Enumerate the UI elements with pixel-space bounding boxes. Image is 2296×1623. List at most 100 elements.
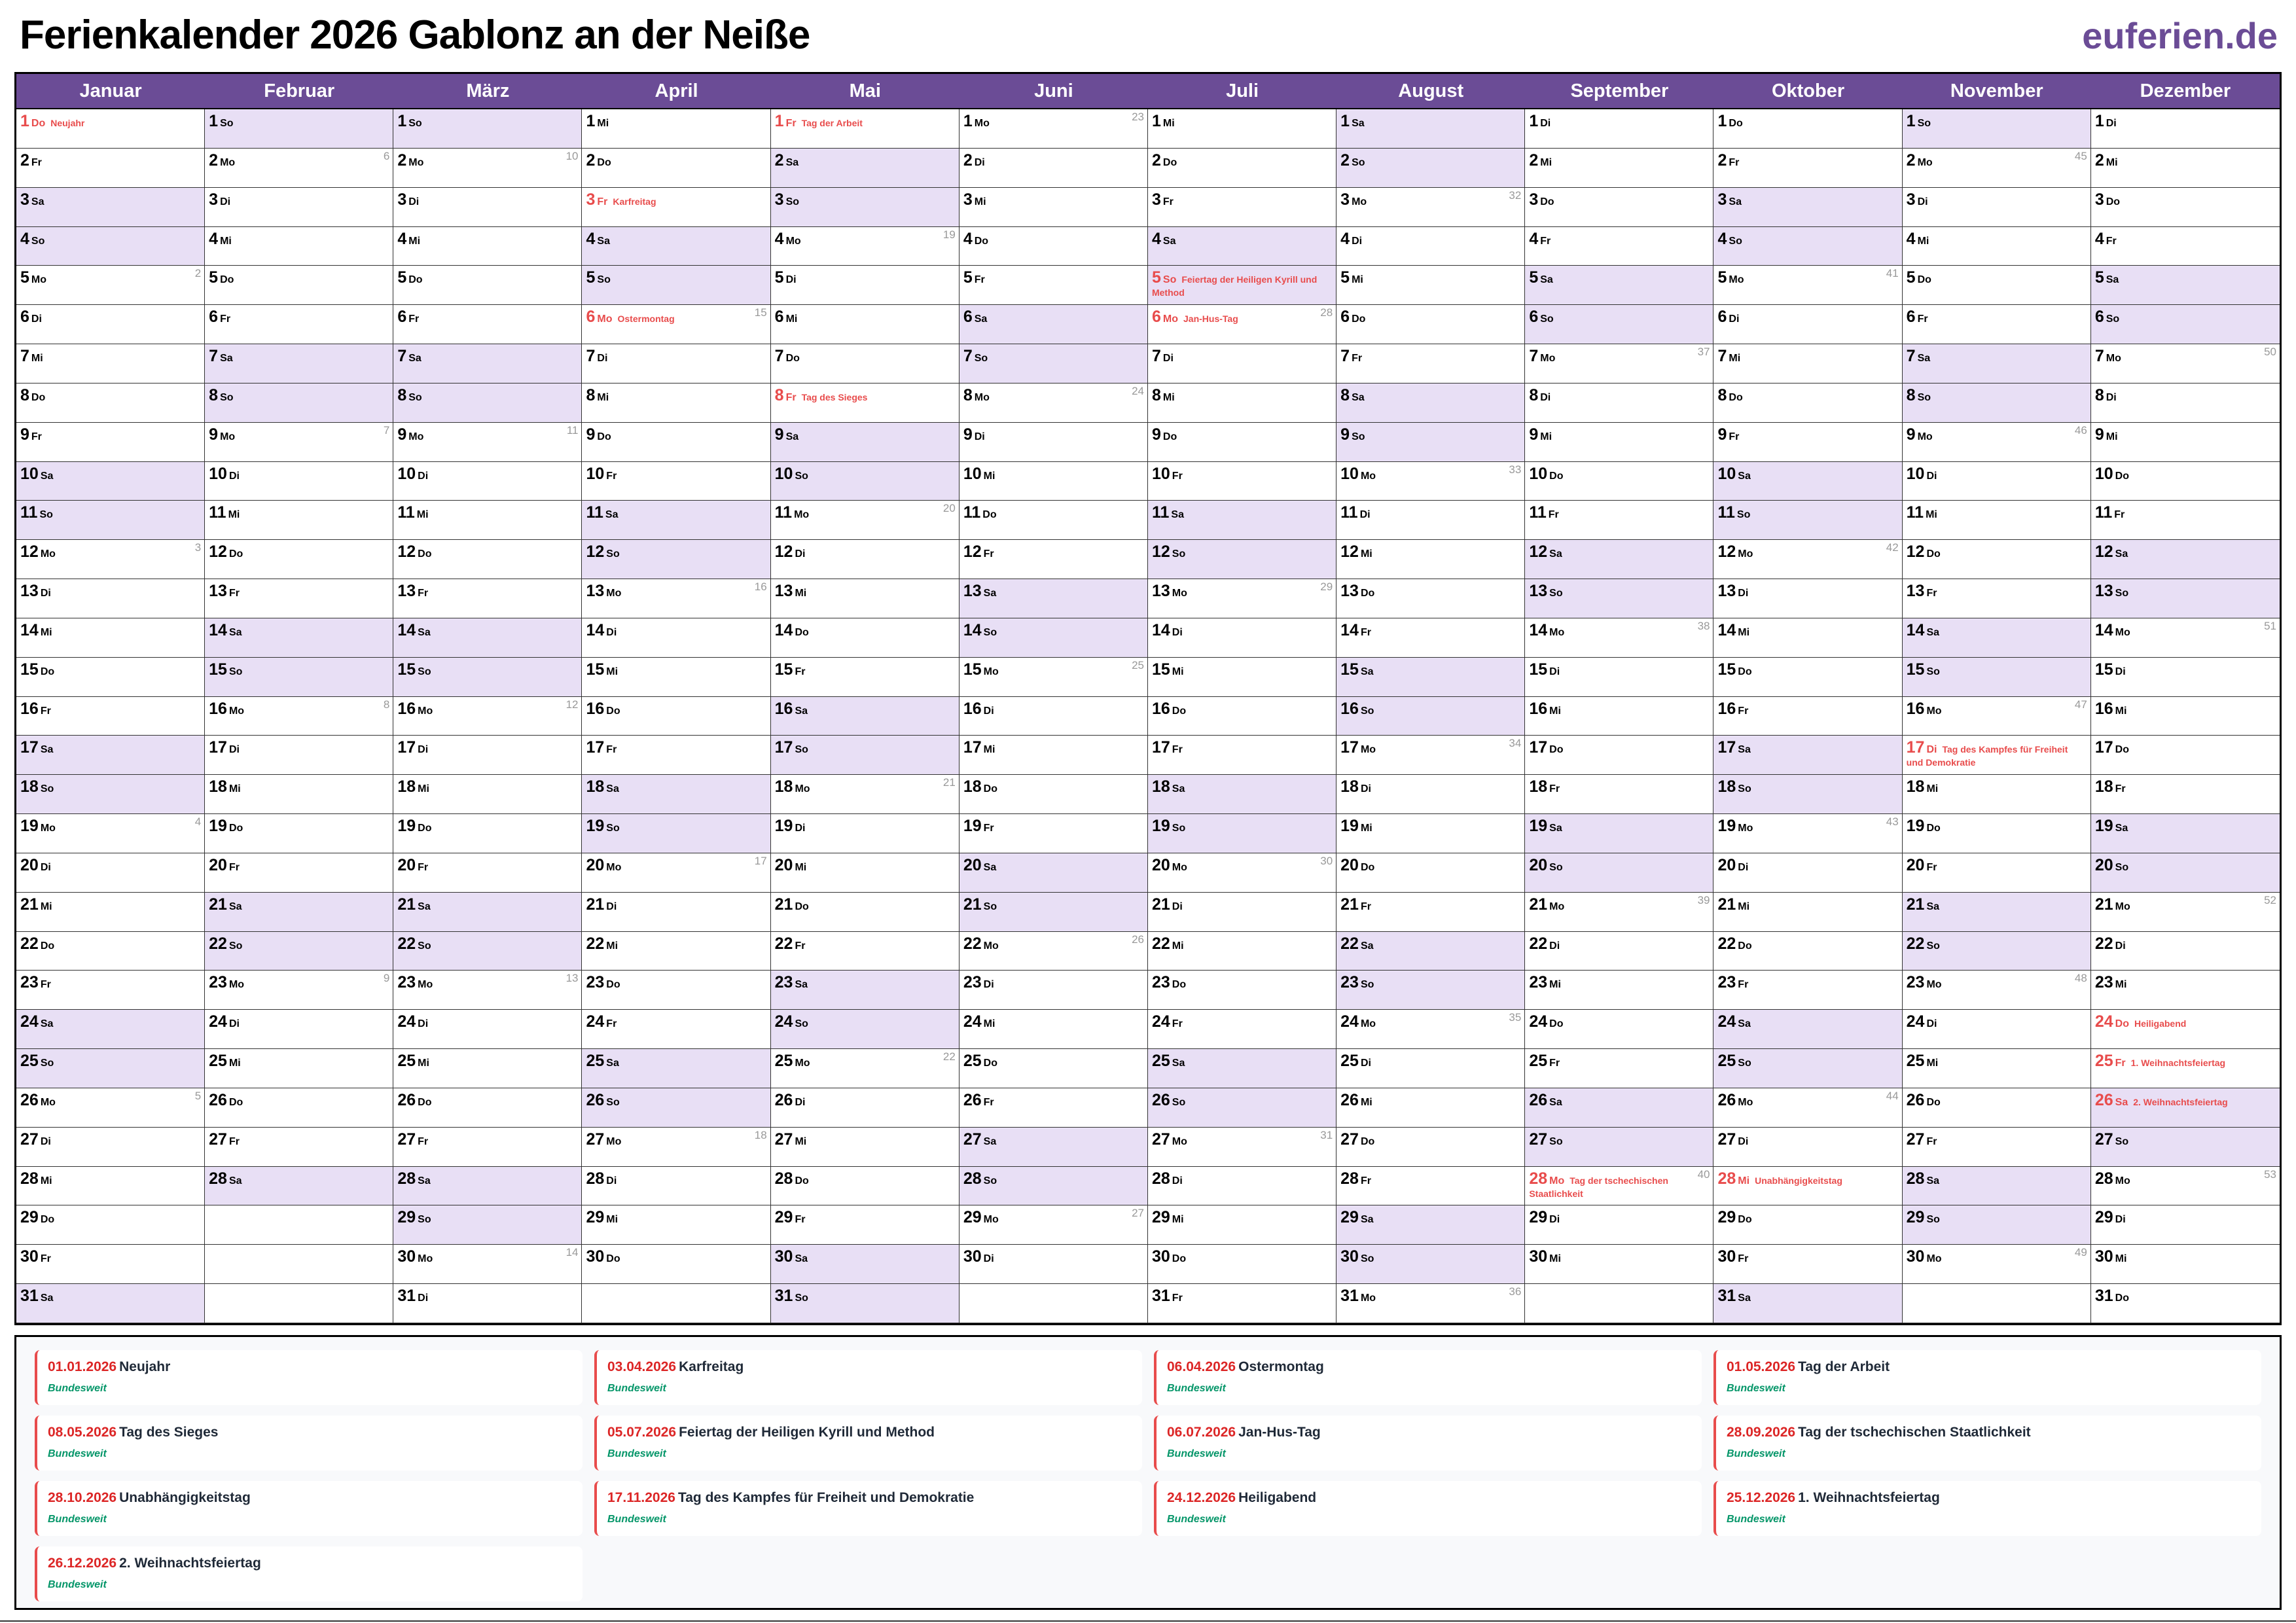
day-cell[interactable]: 11 Mi [1902,501,2091,541]
day-cell[interactable]: 1 Di [2090,109,2280,149]
day-cell[interactable]: 21 Mo 52 [2090,892,2280,932]
day-cell[interactable]: 28 Sa [393,1166,583,1206]
day-cell[interactable]: 9 Mi [1525,422,1714,462]
day-cell[interactable]: 21 Mi [1713,892,1903,932]
day-cell[interactable]: 14 Do [770,618,960,658]
day-cell[interactable]: 24 Fr [1147,1010,1337,1050]
day-cell[interactable]: 26 Mo 44 [1713,1088,1903,1128]
day-cell[interactable]: 31 So [770,1284,960,1323]
day-cell[interactable]: 5 Mo 2 [16,266,206,306]
day-cell[interactable]: 31 Mo 36 [1336,1284,1526,1323]
day-cell[interactable]: 8 Do [16,383,206,423]
day-cell[interactable]: 21 Di [1147,892,1337,932]
day-cell[interactable]: 17 Di [205,736,394,776]
day-cell[interactable]: 24 So [770,1010,960,1050]
day-cell[interactable]: 26 Do [1902,1088,2091,1128]
day-cell[interactable]: 22 Do [16,931,206,971]
day-cell[interactable]: 18 Di [1336,775,1526,815]
day-cell[interactable]: 12 So [582,540,771,580]
day-cell[interactable]: 6 Fr [205,305,394,345]
day-cell[interactable]: 22 Do [1713,931,1903,971]
day-cell[interactable]: 9 So [1336,422,1526,462]
day-cell[interactable]: 8 Do [1713,383,1903,423]
day-cell[interactable]: 24 Di [1902,1010,2091,1050]
day-cell[interactable]: 5 Mi [1336,266,1526,306]
day-cell[interactable]: 22 Di [2090,931,2280,971]
day-cell[interactable]: 13 Mo 16 [582,579,771,618]
day-cell[interactable]: 29 Di [2090,1205,2280,1245]
day-cell[interactable]: 24 Sa [1713,1010,1903,1050]
day-cell[interactable]: 19 So [582,814,771,853]
day-cell[interactable]: 27 So [2090,1127,2280,1167]
day-cell[interactable]: 6 Do [1336,305,1526,345]
day-cell[interactable]: 3 Do [2090,187,2280,227]
day-cell[interactable]: 30 Mi [1525,1245,1714,1285]
day-cell[interactable]: 28 Mi [16,1166,206,1206]
day-cell[interactable]: 3 Di [1902,187,2091,227]
day-cell[interactable]: 21 Sa [1902,892,2091,932]
day-cell[interactable]: 15 Mo 25 [959,657,1148,697]
day-cell[interactable]: 29 Do [1713,1205,1903,1245]
day-cell[interactable]: 4 Fr [1525,226,1714,266]
day-cell[interactable]: 2 Di [959,148,1148,188]
day-cell[interactable]: 4 Sa [1147,226,1337,266]
day-cell[interactable]: 17 Fr [1147,736,1337,776]
site-logo[interactable]: euferien.de [2082,15,2278,56]
day-cell[interactable]: 8 Mi [1147,383,1337,423]
day-cell[interactable]: 11 Di [1336,501,1526,541]
day-cell[interactable]: 23 Fr [1713,971,1903,1010]
day-cell[interactable]: 18 So [1713,775,1903,815]
day-cell[interactable]: 5 Do [393,266,583,306]
day-cell[interactable]: 26 Mi [1336,1088,1526,1128]
day-cell[interactable]: 7 Sa [393,344,583,383]
day-cell[interactable]: 30 Mo 49 [1902,1245,2091,1285]
day-cell[interactable]: 17 Sa [16,736,206,776]
day-cell[interactable]: 10 Fr [582,461,771,501]
day-cell[interactable]: 27 Mo 18 [582,1127,771,1167]
day-cell[interactable]: 5 Do [1902,266,2091,306]
day-cell[interactable]: 29 Fr [770,1205,960,1245]
day-cell[interactable]: 13 Sa [959,579,1148,618]
day-cell[interactable]: 11 So [16,501,206,541]
day-cell[interactable]: 22 Mo 26 [959,931,1148,971]
day-cell[interactable]: 25 Mo 22 [770,1049,960,1088]
day-cell[interactable]: 3 Sa [1713,187,1903,227]
day-cell[interactable]: 20 Mi [770,853,960,893]
day-cell[interactable]: 20 Fr [205,853,394,893]
day-cell[interactable]: 3 Sa [16,187,206,227]
day-cell[interactable]: 4 Sa [582,226,771,266]
day-cell[interactable]: 4 Mo 19 [770,226,960,266]
day-cell[interactable]: 29 So [1902,1205,2091,1245]
day-cell[interactable]: 1 So [393,109,583,149]
day-cell[interactable]: 14 Mi [16,618,206,658]
day-cell[interactable]: 1 Mi [1147,109,1337,149]
day-cell[interactable]: 4 Mi [393,226,583,266]
day-cell[interactable]: 5 Sa [1525,266,1714,306]
day-cell[interactable]: 1 Do [1713,109,1903,149]
day-cell[interactable]: 30 Do [1147,1245,1337,1285]
day-cell[interactable]: 6 Fr [1902,305,2091,345]
day-cell[interactable]: 21 Fr [1336,892,1526,932]
day-cell[interactable]: 25 Fr 1. Weihnachtsfeiertag [2090,1049,2280,1088]
day-cell[interactable]: 14 Mo 51 [2090,618,2280,658]
day-cell[interactable]: 13 So [2090,579,2280,618]
day-cell[interactable]: 31 Di [393,1284,583,1323]
day-cell[interactable]: 22 Di [1525,931,1714,971]
day-cell[interactable]: 11 Do [959,501,1148,541]
day-cell[interactable]: 28 Sa [1902,1166,2091,1206]
day-cell[interactable]: 30 So [1336,1245,1526,1285]
day-cell[interactable]: 5 So Feiertag der Heiligen Kyrill und Meth… [1147,266,1337,306]
day-cell[interactable]: 25 Mi [393,1049,583,1088]
day-cell[interactable]: 15 So [393,657,583,697]
day-cell[interactable]: 7 Mi [1713,344,1903,383]
day-cell[interactable]: 8 Sa [1336,383,1526,423]
day-cell[interactable]: 1 So [205,109,394,149]
day-cell[interactable]: 16 Do [582,696,771,736]
day-cell[interactable]: 15 Do [1713,657,1903,697]
day-cell[interactable]: 18 Sa [1147,775,1337,815]
day-cell[interactable]: 1 Do Neujahr [16,109,206,149]
day-cell[interactable]: 16 Mo 12 [393,696,583,736]
day-cell[interactable]: 21 Do [770,892,960,932]
day-cell[interactable]: 11 Sa [1147,501,1337,541]
day-cell[interactable]: 4 Di [1336,226,1526,266]
